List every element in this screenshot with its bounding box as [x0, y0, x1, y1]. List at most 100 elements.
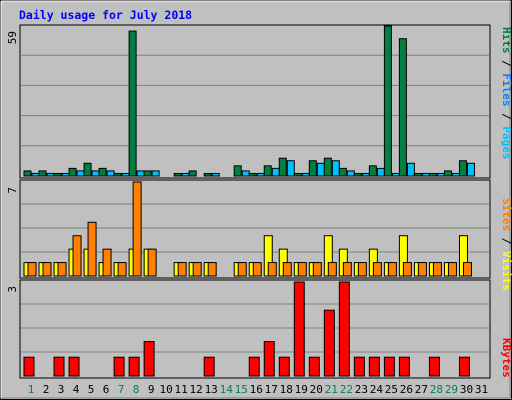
hits-bar	[23, 170, 32, 177]
sites-bar	[357, 262, 367, 277]
hits-legend: Hits / Files / Pages	[500, 27, 512, 160]
sites-bar	[132, 181, 142, 277]
sites-bar	[147, 248, 157, 277]
pages-bar	[151, 170, 160, 177]
legend-visits: Visits	[500, 251, 512, 291]
hits-bar	[188, 170, 197, 177]
day-label: 7	[118, 383, 125, 396]
hits-bar	[293, 172, 302, 177]
day-label: 2	[43, 383, 50, 396]
hits-bar	[248, 172, 257, 177]
sites-bar	[432, 262, 442, 277]
kbytes-bar	[308, 356, 320, 377]
pages-bar	[136, 170, 145, 177]
pages-bar	[31, 172, 40, 177]
hits-ymax-label: 59	[6, 31, 19, 44]
legend-pages: Pages	[500, 126, 512, 159]
hits-bar	[458, 160, 467, 177]
day-label: 15	[235, 383, 248, 396]
day-label: 13	[205, 383, 218, 396]
hits-bar	[38, 170, 47, 177]
day-label: 22	[340, 383, 353, 396]
pages-bar	[241, 170, 250, 177]
kbytes-panel: 3 KBytes	[6, 279, 512, 379]
kbytes-bar	[128, 356, 140, 377]
kbytes-bar	[293, 281, 305, 377]
hits-bar	[428, 172, 437, 177]
day-label: 20	[310, 383, 323, 396]
sites-bar	[252, 262, 262, 277]
day-label: 19	[295, 383, 308, 396]
hits-bar	[413, 172, 422, 177]
day-label: 16	[250, 383, 263, 396]
kbytes-bar	[248, 356, 260, 377]
visits-gridlines	[21, 203, 489, 253]
legend-kbytes: KBytes	[500, 338, 512, 378]
pages-bar	[286, 160, 295, 177]
pages-bar	[451, 172, 460, 177]
sites-bar	[87, 221, 97, 277]
sites-bar	[102, 248, 112, 277]
sites-bar	[312, 262, 322, 277]
hits-bar	[398, 38, 407, 177]
kbytes-bar	[68, 356, 80, 377]
day-axis-labels: 1 2 3 4 5 6 7 8 9 10 11 12 13 14 15 16 17 18 19 20 21 22 23 24 2…	[28, 383, 488, 396]
hits-bar	[68, 167, 77, 177]
hits-bar	[98, 167, 107, 177]
sites-bar	[27, 262, 37, 277]
legend-files: Files	[500, 73, 512, 106]
visits-plot-area	[19, 179, 491, 279]
pages-bar	[376, 167, 385, 177]
hits-bar	[368, 165, 377, 177]
pages-bar	[46, 172, 55, 177]
hits-bar	[278, 157, 287, 177]
hits-bar	[203, 172, 212, 177]
hits-bar	[308, 160, 317, 177]
day-label: 24	[370, 383, 384, 396]
day-label: 31	[475, 383, 488, 396]
pages-bar	[361, 172, 370, 177]
hits-plot-area	[19, 24, 491, 179]
hits-panel: 59 Hits / Files / Pages	[6, 24, 512, 179]
hits-bar	[263, 165, 272, 177]
visits-legend: Sites / Visits	[500, 198, 512, 291]
legend-hits: Hits	[500, 27, 512, 54]
pages-bar	[466, 162, 475, 177]
kbytes-bar	[263, 341, 275, 377]
sites-bar	[117, 262, 127, 277]
visits-ymax-label: 7	[6, 187, 19, 194]
day-label: 1	[28, 383, 35, 396]
day-label: 10	[160, 383, 173, 396]
sites-bar	[282, 262, 292, 277]
pages-bar	[271, 167, 280, 177]
pages-bar	[121, 172, 130, 177]
hits-gridlines	[21, 54, 489, 147]
kbytes-bars	[23, 281, 470, 377]
sites-bar	[372, 262, 382, 277]
pages-bar	[211, 172, 220, 177]
pages-bar	[256, 172, 265, 177]
day-label: 21	[325, 383, 338, 396]
pages-bar	[331, 160, 340, 177]
pages-bar	[436, 172, 445, 177]
legend-sites: Sites	[500, 198, 512, 231]
day-label: 8	[133, 383, 140, 396]
kbytes-bar	[278, 356, 290, 377]
day-label: 12	[190, 383, 203, 396]
hits-bar	[443, 170, 452, 177]
hits-bar	[128, 30, 137, 177]
pages-bar	[181, 172, 190, 177]
kbytes-bar	[383, 356, 395, 377]
kbytes-bar	[398, 356, 410, 377]
kbytes-bar	[23, 356, 35, 377]
kbytes-bar	[368, 356, 380, 377]
kbytes-bar	[323, 309, 335, 377]
day-label: 28	[430, 383, 443, 396]
day-label: 4	[73, 383, 80, 396]
kbytes-bar	[428, 356, 440, 377]
hits-bar	[143, 170, 152, 177]
sites-bar	[402, 262, 412, 277]
kbytes-ymax-label: 3	[6, 286, 19, 293]
day-label: 3	[58, 383, 65, 396]
pages-bar	[91, 170, 100, 177]
